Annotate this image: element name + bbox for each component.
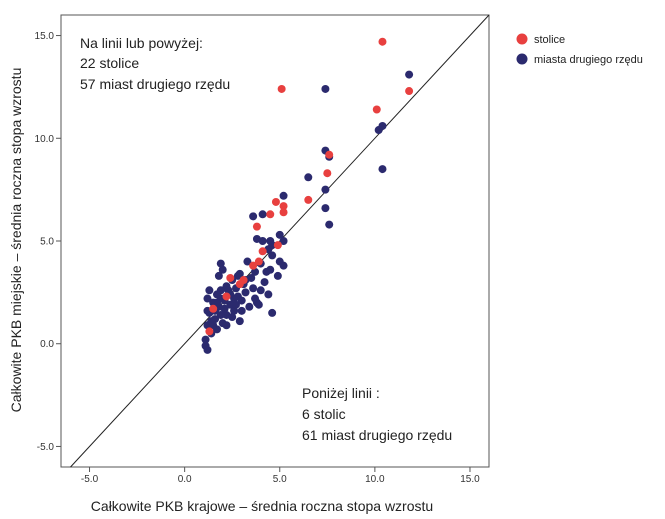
data-point-stolice: [226, 273, 235, 282]
x-tick-label: -5.0: [81, 474, 99, 485]
data-point-miasta: [405, 70, 414, 79]
data-point-miasta: [241, 288, 250, 297]
data-point-stolice: [279, 208, 288, 217]
x-axis-label: Całkowite PKB krajowe – średnia roczna s…: [91, 498, 433, 514]
data-point-stolice: [325, 150, 334, 159]
data-point-stolice: [304, 195, 313, 204]
y-tick-label: 0.0: [40, 339, 54, 350]
data-point-miasta: [279, 237, 288, 245]
legend-marker-miasta: [516, 53, 528, 65]
data-point-miasta: [203, 345, 212, 354]
data-point-stolice: [249, 261, 258, 270]
data-point-miasta: [378, 121, 387, 130]
x-tick-label: 10.0: [365, 474, 385, 485]
data-point-miasta: [243, 257, 252, 266]
data-point-miasta: [222, 321, 231, 330]
y-tick-label: 15.0: [35, 31, 55, 42]
data-point-miasta: [260, 278, 269, 287]
data-point-miasta: [268, 308, 277, 317]
data-point-stolice: [235, 280, 244, 289]
y-tick-label: 10.0: [35, 134, 55, 145]
data-point-miasta: [220, 304, 229, 313]
data-point-stolice: [222, 292, 231, 301]
data-point-miasta: [254, 300, 263, 309]
data-point-stolice: [405, 87, 414, 96]
data-point-miasta: [233, 271, 242, 280]
data-point-miasta: [216, 310, 225, 319]
y-axis-label: Całkowite PKB miejskie – średnia roczna …: [8, 68, 24, 413]
data-point-miasta: [216, 259, 225, 268]
data-point-miasta: [205, 286, 214, 295]
data-point-miasta: [203, 294, 212, 303]
data-point-miasta: [237, 306, 246, 315]
data-point-stolice: [254, 257, 263, 266]
data-point-miasta: [273, 271, 282, 280]
annotation-above-title: Na linii lub powyżej:: [80, 35, 203, 51]
data-point-miasta: [237, 296, 246, 305]
annotation-above-capitals: 22 stolice: [80, 55, 139, 71]
x-tick-label: 5.0: [273, 474, 287, 485]
data-point-miasta: [230, 306, 239, 315]
legend-marker-stolice: [516, 33, 528, 45]
data-point-stolice: [258, 247, 267, 256]
data-point-miasta: [262, 267, 271, 276]
annotation-below-cities: 61 miast drugiego rzędu: [302, 427, 452, 443]
data-points: [201, 37, 414, 354]
data-point-miasta: [321, 185, 330, 194]
annotation-below-title: Poniżej linii :: [302, 385, 380, 401]
y-tick-label: -5.0: [37, 442, 55, 453]
data-point-miasta: [207, 317, 216, 326]
data-point-stolice: [266, 210, 275, 219]
data-point-miasta: [218, 265, 227, 274]
data-point-miasta: [268, 251, 277, 260]
annotation-above-cities: 57 miast drugiego rzędu: [80, 76, 230, 92]
data-point-miasta: [214, 271, 223, 280]
data-point-miasta: [321, 84, 330, 93]
data-point-miasta: [235, 317, 244, 326]
data-point-miasta: [201, 335, 210, 344]
data-point-miasta: [264, 290, 273, 299]
data-point-miasta: [279, 261, 288, 270]
annotation-below-capitals: 6 stolic: [302, 406, 346, 422]
data-point-stolice: [271, 197, 280, 206]
data-point-miasta: [258, 237, 267, 245]
data-point-miasta: [232, 300, 241, 309]
data-point-stolice: [323, 169, 332, 178]
y-tick-label: 5.0: [40, 237, 54, 248]
data-point-stolice: [279, 202, 288, 211]
data-point-miasta: [245, 302, 254, 311]
data-point-miasta: [378, 165, 387, 174]
data-point-miasta: [249, 284, 258, 293]
plot-frame: [60, 14, 490, 468]
data-point-stolice: [273, 241, 282, 250]
data-point-miasta: [279, 191, 288, 200]
data-point-miasta: [226, 300, 235, 309]
legend: stolice miasta drugiego rzędu: [516, 33, 643, 66]
data-point-stolice: [378, 37, 387, 46]
axis-ticks: -5.0 0.0 5.0 10.0 15.0 -5.0 0.0 5.0 10.0 15.0: [35, 31, 481, 485]
data-point-stolice: [209, 304, 218, 313]
data-point-miasta: [212, 298, 221, 307]
data-point-stolice: [372, 105, 381, 114]
x-tick-label: 0.0: [178, 474, 192, 485]
data-point-miasta: [228, 313, 237, 322]
data-point-miasta: [251, 294, 260, 303]
data-point-miasta: [325, 220, 334, 229]
data-point-miasta: [249, 212, 258, 221]
data-point-miasta: [321, 204, 330, 213]
data-point-miasta: [275, 230, 284, 239]
x-tick-label: 15.0: [460, 474, 480, 485]
legend-label-stolice: stolice: [534, 34, 565, 46]
plot-area: [60, 14, 490, 468]
data-point-stolice: [252, 222, 261, 231]
data-point-miasta: [304, 173, 313, 182]
data-point-miasta: [258, 210, 267, 219]
data-point-miasta: [251, 267, 260, 276]
legend-label-miasta: miasta drugiego rzędu: [534, 54, 643, 66]
data-point-stolice: [277, 84, 286, 93]
data-point-miasta: [256, 286, 265, 295]
data-point-stolice: [205, 327, 214, 336]
